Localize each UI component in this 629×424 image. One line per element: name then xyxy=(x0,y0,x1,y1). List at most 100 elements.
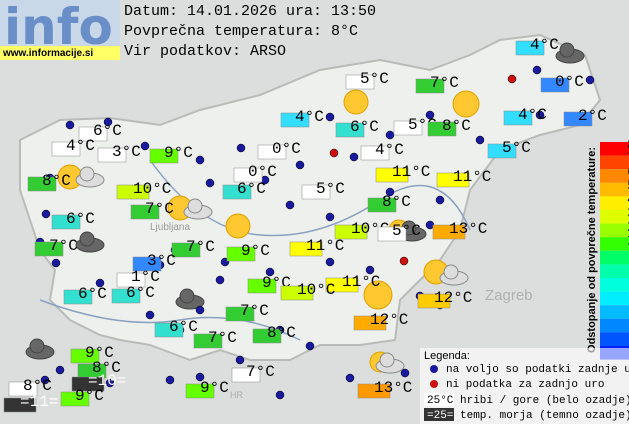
scale-label: -2°C xyxy=(627,259,629,277)
weather-icons xyxy=(25,42,585,374)
legend-text: temp. morja (temno ozadje) xyxy=(460,410,629,422)
station-label-bg xyxy=(130,204,160,220)
station-dot xyxy=(105,378,115,388)
place-label: Ljubljana xyxy=(150,222,190,233)
station-label-bg xyxy=(540,77,570,93)
station-dot xyxy=(535,110,545,120)
legend-sample: 25°C xyxy=(427,395,454,407)
station-dot xyxy=(365,265,375,275)
scale-label: 7°C xyxy=(627,150,629,168)
station-label-bg xyxy=(367,197,397,213)
station-dot xyxy=(349,152,359,162)
station-label-bg xyxy=(280,285,314,301)
station-label: 4°C xyxy=(518,106,547,124)
station-label-bg xyxy=(78,126,108,142)
station-label-bg xyxy=(432,224,466,240)
legend-sample-box xyxy=(424,393,454,406)
legend-sample: =25= xyxy=(427,410,453,422)
scale-swatch xyxy=(600,332,629,346)
station-dot xyxy=(195,305,205,315)
cloud-icon xyxy=(379,352,395,368)
station-dot xyxy=(103,117,113,127)
river xyxy=(39,299,301,341)
station-label: 1°C xyxy=(131,268,160,286)
legend: Legenda: na voljo so podatki zadnje ure … xyxy=(420,348,629,424)
station-label: 8°C xyxy=(382,193,411,211)
scale-swatch xyxy=(600,196,629,210)
scale-swatch xyxy=(600,237,629,251)
station-label: 6°C xyxy=(93,122,122,140)
station-label-bg xyxy=(436,172,470,188)
station-label-bg xyxy=(70,348,100,364)
station-label: 9°C xyxy=(75,387,104,405)
scale-swatch xyxy=(600,155,629,170)
station-dot xyxy=(55,365,65,375)
station-label-bg xyxy=(8,381,38,397)
station-label: 4°C xyxy=(530,36,559,54)
station-label-bg xyxy=(116,184,150,200)
station-label: 8°C xyxy=(23,377,52,395)
station-label: =10= xyxy=(88,372,126,390)
station-dot xyxy=(285,200,295,210)
url: www.informacije.si xyxy=(2,48,93,59)
station-dot xyxy=(305,341,315,351)
station-dot xyxy=(385,187,395,197)
station-label: 11°C xyxy=(453,168,491,186)
station-label: 0°C xyxy=(272,140,301,158)
station-label-bg xyxy=(27,176,57,192)
station-dot xyxy=(325,112,335,122)
station-dot xyxy=(40,375,50,385)
station-dot xyxy=(51,258,61,268)
station-label-bg xyxy=(417,293,451,309)
scale-label: -6°C xyxy=(627,313,629,331)
station-label-bg xyxy=(252,328,282,344)
scale-label: -7°C xyxy=(627,327,629,345)
station-label: 9°C xyxy=(85,344,114,362)
station-label: 10°C xyxy=(133,180,171,198)
station-dot xyxy=(507,74,517,84)
sun-icon xyxy=(452,90,480,118)
station-label: 8°C xyxy=(92,359,121,377)
scale-swatch xyxy=(600,278,629,292)
cloud-icon xyxy=(79,231,95,247)
station-label-bg xyxy=(415,78,445,94)
station-dot xyxy=(195,155,205,165)
station-dot xyxy=(399,256,409,266)
station-label-bg xyxy=(226,246,256,262)
scale-label: -1°C xyxy=(627,245,629,263)
station-label-bg xyxy=(487,143,517,159)
scale-label: 3°C xyxy=(627,204,629,222)
sun-icon xyxy=(343,89,369,115)
station-label-bg xyxy=(427,121,457,137)
station-label: 0°C xyxy=(555,73,584,91)
station-label-bg xyxy=(3,397,37,413)
station-label-bg xyxy=(233,167,263,183)
station-dot xyxy=(585,75,595,85)
scale-swatch xyxy=(600,223,629,238)
station-dot xyxy=(325,212,335,222)
station-label: 8°C xyxy=(442,117,471,135)
station-dot xyxy=(236,143,246,153)
station-label: 6°C xyxy=(66,210,95,228)
station-label-bg xyxy=(301,184,331,200)
station-dot xyxy=(385,130,395,140)
station-label: 3°C xyxy=(147,252,176,270)
station-label: 6°C xyxy=(350,118,379,136)
scale-label: -5°C xyxy=(627,300,629,318)
station-label: 12°C xyxy=(370,311,408,329)
station-label: 13°C xyxy=(449,220,487,238)
station-label: 0°C xyxy=(248,163,277,181)
station-label: 4°C xyxy=(375,141,404,159)
station-label: 7°C xyxy=(145,200,174,218)
station-dot xyxy=(275,390,285,400)
station-dot xyxy=(215,275,225,285)
station-dot xyxy=(41,209,51,219)
sun-icon xyxy=(363,280,393,310)
station-label-bg xyxy=(185,383,215,399)
station-label: 4°C xyxy=(295,108,324,126)
place-label: Zagreb xyxy=(485,287,533,304)
scale-label: 6°C xyxy=(627,164,629,182)
station-label: 8°C xyxy=(267,324,296,342)
station-label-bg xyxy=(503,110,533,126)
